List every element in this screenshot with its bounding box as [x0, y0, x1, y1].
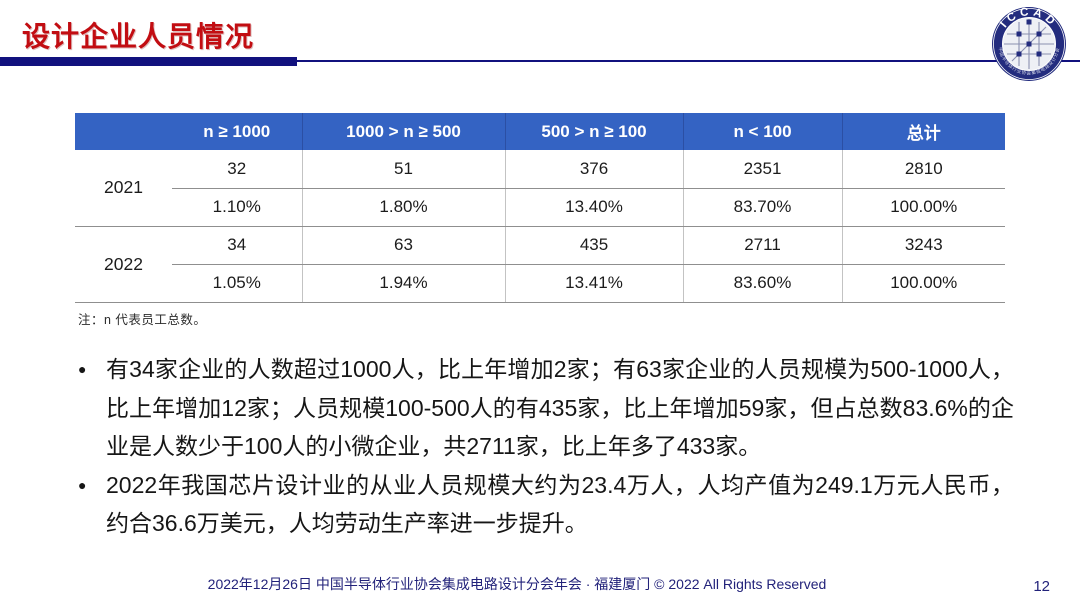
iccad-logo-icon: ICCAD 中国半导体行业协会集成电路设计分会	[992, 6, 1066, 81]
header-1000-n-500: 1000 > n ≥ 500	[301, 113, 505, 150]
header-total: 总计	[841, 113, 1005, 150]
header-500-n-100: 500 > n ≥ 100	[504, 113, 683, 150]
bullet-icon: ●	[78, 476, 87, 493]
count-cell: 435	[504, 226, 683, 265]
count-cell: 34	[172, 226, 302, 265]
bullet-list: ● 有34家企业的人数超过1000人，比上年增加2家；有63家企业的人员规模为5…	[76, 350, 1014, 543]
percent-cell: 1.94%	[301, 264, 505, 303]
header-n-ge-1000: n ≥ 1000	[172, 113, 302, 150]
table-row-2022-percents: 1.05% 1.94% 13.41% 83.60% 100.00%	[75, 264, 1005, 303]
count-cell: 51	[301, 150, 505, 189]
percent-cell: 83.60%	[682, 264, 842, 303]
title-underline-bar	[0, 57, 297, 66]
table-note: 注：n 代表员工总数。	[78, 313, 207, 327]
personnel-table-container: n ≥ 1000 1000 > n ≥ 500 500 > n ≥ 100 n …	[75, 113, 1005, 303]
slide-title: 设计企业人员情况	[22, 21, 255, 52]
page-number: 12	[1033, 578, 1050, 595]
count-cell: 376	[504, 150, 683, 189]
count-cell: 3243	[841, 226, 1005, 265]
bullet-item-2: ● 2022年我国芯片设计业的从业人员规模大约为23.4万人，人均产值为249.…	[76, 466, 1014, 543]
percent-cell: 13.41%	[504, 264, 683, 303]
bullet-item-1: ● 有34家企业的人数超过1000人，比上年增加2家；有63家企业的人员规模为5…	[76, 350, 1014, 466]
bullet-icon: ●	[78, 361, 87, 377]
footer-text: 2022年12月26日 中国半导体行业协会集成电路设计分会年会 · 福建厦门 ©…	[207, 576, 827, 592]
count-cell: 32	[172, 150, 302, 189]
year-label-2022: 2022	[75, 226, 172, 303]
table-header-row: n ≥ 1000 1000 > n ≥ 500 500 > n ≥ 100 n …	[75, 113, 1005, 150]
percent-cell: 13.40%	[504, 188, 683, 227]
header-n-lt-100: n < 100	[682, 113, 842, 150]
count-cell: 2711	[682, 226, 842, 265]
table-row-2021-counts: 2021 32 51 376 2351 2810	[75, 150, 1005, 227]
percent-cell: 1.10%	[172, 188, 302, 227]
header-empty	[75, 113, 172, 150]
table-row-2022-counts: 2022 34 63 435 2711 3243	[75, 226, 1005, 303]
percent-cell: 100.00%	[841, 264, 1005, 303]
percent-cell: 1.05%	[172, 264, 302, 303]
count-cell: 63	[301, 226, 505, 265]
bullet-text-1: 有34家企业的人数超过1000人，比上年增加2家；有63家企业的人员规模为500…	[106, 356, 1014, 459]
year-label-2021: 2021	[75, 150, 172, 227]
count-cell: 2810	[841, 150, 1005, 189]
iccad-logo: ICCAD 中国半导体行业协会集成电路设计分会	[990, 5, 1068, 83]
personnel-table: n ≥ 1000 1000 > n ≥ 500 500 > n ≥ 100 n …	[75, 113, 1005, 303]
percent-cell: 1.80%	[301, 188, 505, 227]
percent-cell: 83.70%	[682, 188, 842, 227]
title-underline-rule	[297, 60, 1080, 62]
table-row-2021-percents: 1.10% 1.80% 13.40% 83.70% 100.00%	[75, 188, 1005, 227]
count-cell: 2351	[682, 150, 842, 189]
bullet-text-2: 2022年我国芯片设计业的从业人员规模大约为23.4万人，人均产值为249.1万…	[106, 471, 1014, 537]
percent-cell: 100.00%	[841, 188, 1005, 227]
